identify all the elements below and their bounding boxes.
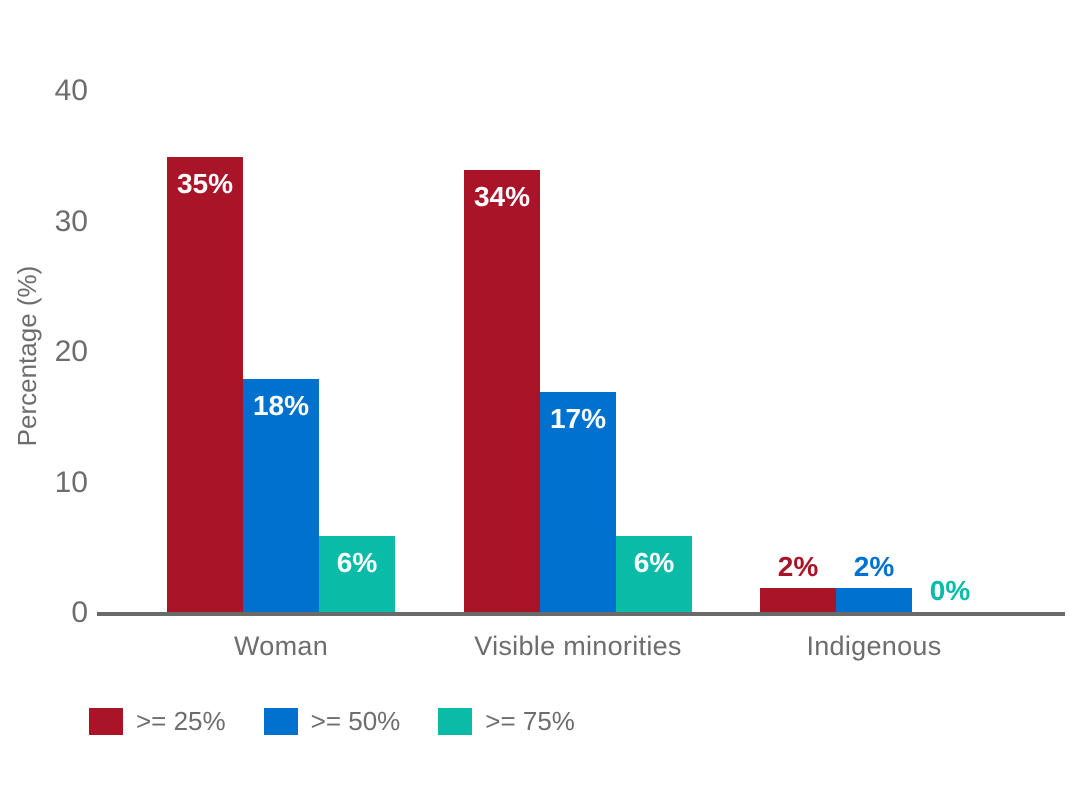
bar-value-label: 6% (336, 547, 378, 578)
bar-value-label: 18% (252, 390, 310, 421)
bar-value-label: 2% (853, 551, 895, 582)
bar-value-label: 34% (473, 181, 531, 212)
bar (167, 157, 243, 614)
legend-label: >= 25% (136, 706, 226, 736)
bar (319, 536, 395, 614)
bar-value-label: 2% (777, 551, 819, 582)
legend-item: >= 25% (89, 706, 226, 736)
bar (616, 536, 692, 614)
bar-value-label: 17% (549, 403, 607, 434)
bar (836, 588, 912, 614)
legend: >= 25% >= 50% >= 75% (89, 706, 575, 736)
bar (464, 170, 540, 614)
x-axis-category-label: Woman (233, 631, 329, 661)
x-axis-line (97, 612, 1065, 616)
bar (760, 588, 836, 614)
x-axis-category-label: Visible minorities (474, 631, 682, 661)
legend-swatch (263, 707, 298, 735)
y-axis-tick: 30 (54, 204, 88, 238)
bar (243, 379, 319, 614)
legend-swatch (438, 707, 473, 735)
y-axis-tick: 10 (54, 465, 88, 499)
x-axis-category-label: Indigenous (806, 631, 942, 661)
y-axis-tick: 20 (54, 335, 88, 368)
legend-item: >= 50% (263, 706, 401, 736)
y-axis-tick: 0 (71, 596, 88, 629)
bar (540, 392, 616, 614)
bar-value-label: 6% (633, 547, 675, 578)
bar-value-label: 35% (176, 168, 234, 199)
y-axis-tick: 40 (54, 74, 88, 107)
legend-swatch (89, 707, 123, 735)
bar-value-label: 0% (929, 575, 971, 606)
legend-label: >= 50% (310, 706, 401, 736)
legend-item: >= 75% (438, 706, 575, 736)
legend-label: >= 75% (485, 706, 575, 736)
